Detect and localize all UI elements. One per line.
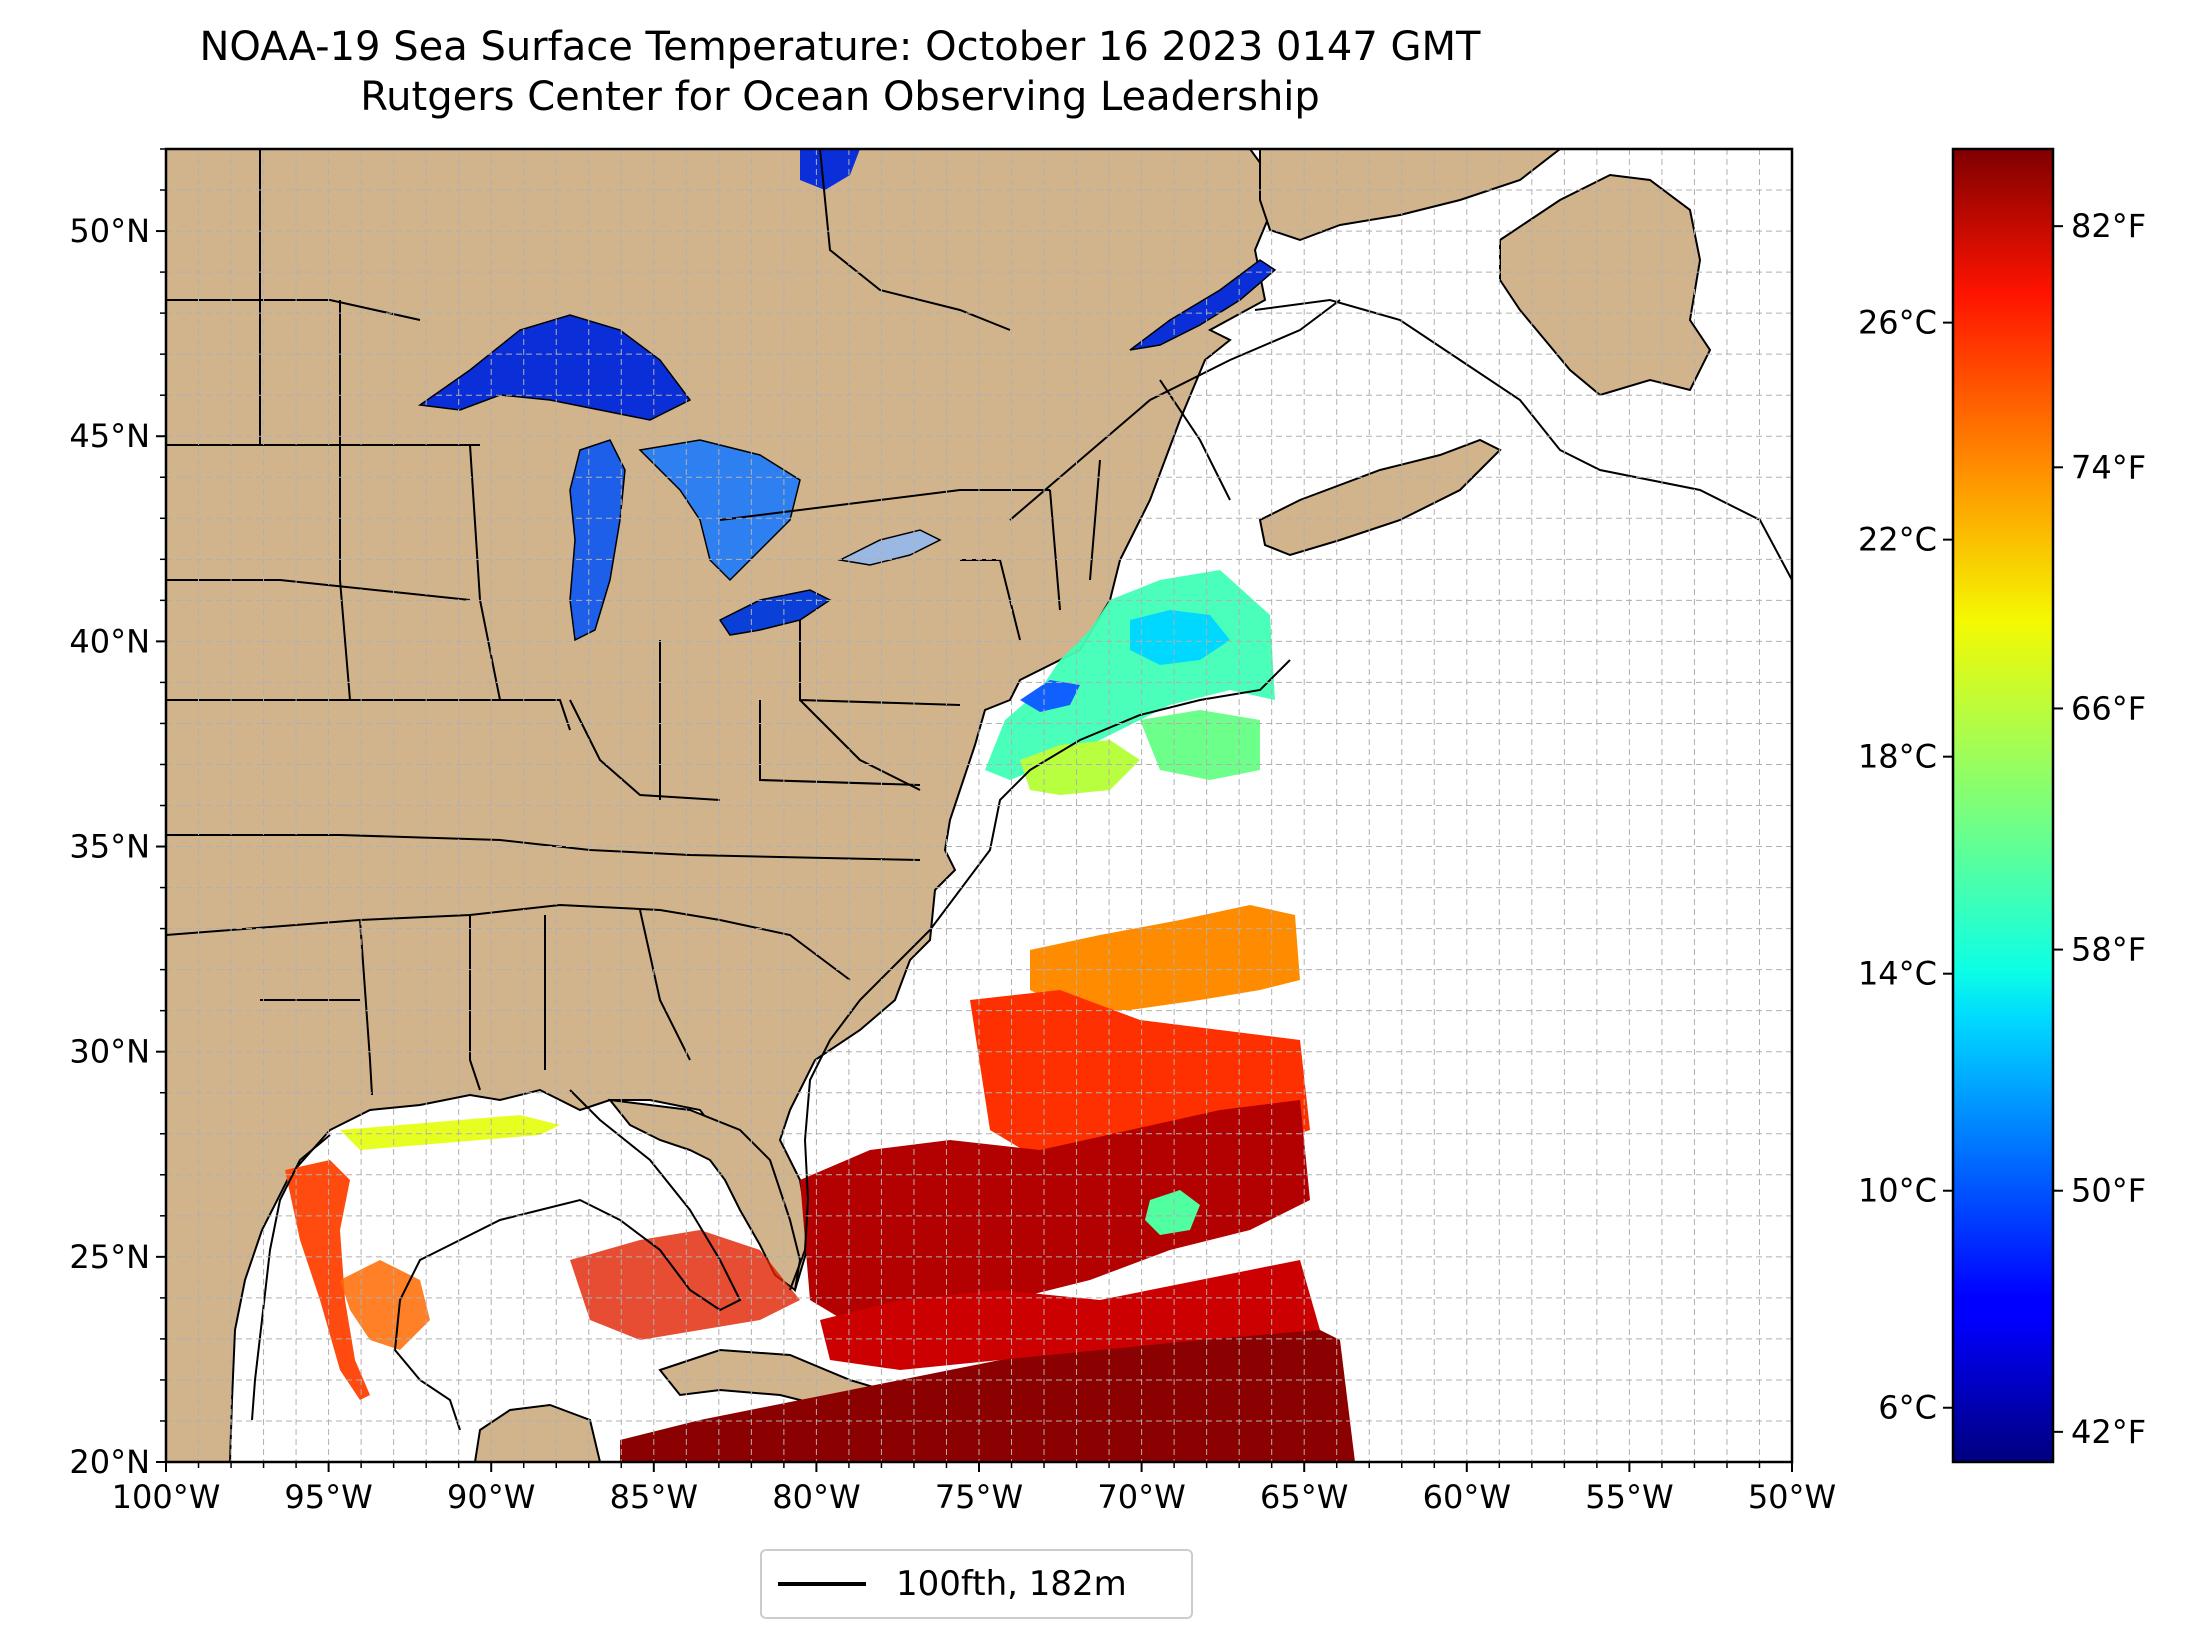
sst-patch-gulfstream-darkred [800,1100,1310,1330]
fahrenheit-tick-label: 42°F [2071,1413,2146,1451]
x-tick-label: 100°W [112,1478,221,1516]
y-tick-label: 40°N [69,622,150,660]
x-tick-label: 70°W [1097,1478,1185,1516]
x-tick-label: 95°W [284,1478,372,1516]
colorbar-gradient [1951,147,2055,1464]
colorbar-celsius-axis: 6°C 10°C 14°C 18°C 22°C 26°C [1858,304,1953,1427]
sst-patch-gulf-east-red [570,1230,800,1340]
y-tick-label: 35°N [69,828,150,866]
x-tick-label: 65°W [1260,1478,1348,1516]
y-tick-label: 30°N [69,1033,150,1071]
x-tick-label: 90°W [447,1478,535,1516]
celsius-tick-label: 22°C [1858,521,1937,559]
map-title: NOAA-19 Sea Surface Temperature: October… [0,22,1680,122]
y-tick-label: 25°N [69,1238,150,1276]
lake-huron [638,439,801,582]
lake-erie [718,589,832,636]
colorbar: 6°C 10°C 14°C 18°C 22°C 26°C 42°F 50°F 58°F 66°F… [1858,147,2146,1464]
x-tick-label: 50°W [1748,1478,1836,1516]
legend-isobath-swatch [778,1582,866,1586]
sst-patch-sargasso-green-cell [1145,1190,1200,1235]
celsius-tick-label: 26°C [1858,304,1937,342]
title-line-1: NOAA-19 Sea Surface Temperature: October… [199,24,1481,70]
latitude-axis: 20°N 25°N 30°N 35°N 40°N 45°N 50°N [69,148,166,1481]
state-borders [166,149,1341,1096]
sst-patch-sargasso-orange [1030,905,1300,1010]
isobath-100fth [251,298,1792,1431]
celsius-tick-label: 6°C [1878,1389,1937,1427]
legend-label: 100fth, 182m [896,1564,1127,1604]
colorbar-fahrenheit-axis: 42°F 50°F 58°F 66°F 74°F 82°F [2053,207,2146,1451]
sst-patch-gulf-west-red [285,1160,370,1400]
sst-patch-nj-shelf [1020,680,1080,712]
x-tick-label: 75°W [935,1478,1023,1516]
x-tick-label: 80°W [772,1478,860,1516]
land-quebec-north [1259,149,1562,242]
land-newfoundland [1499,173,1712,397]
x-tick-label: 55°W [1585,1478,1673,1516]
fahrenheit-tick-label: 58°F [2071,931,2146,969]
fahrenheit-tick-label: 66°F [2071,689,2146,727]
sst-patch-gulf-north-yellow [340,1115,560,1150]
lake-michigan [569,439,626,642]
sst-patch-caribbean-darkred [620,1320,1355,1462]
hudson-bay-fragment [800,149,860,190]
sst-data [285,570,1355,1462]
sst-patch-gulf-of-maine-cyan [1130,610,1230,665]
sst-patch-gulf-central-mixed [340,1260,430,1350]
x-tick-label: 60°W [1423,1478,1511,1516]
land-yucatan [473,1403,602,1462]
y-tick-label: 20°N [69,1443,150,1481]
y-tick-label: 50°N [69,212,150,250]
celsius-tick-label: 10°C [1858,1172,1937,1210]
sst-patch-shelf-yellowgreen [1020,740,1140,795]
celsius-tick-label: 18°C [1858,738,1937,776]
longitude-axis: 100°W 95°W 90°W 85°W 80°W 75°W 70°W 65°W 60°W 55°… [112,1462,1836,1516]
x-tick-label: 85°W [610,1478,698,1516]
fahrenheit-tick-label: 74°F [2071,448,2146,486]
sst-patch-shelf-green [1140,710,1260,780]
fahrenheit-tick-label: 82°F [2071,207,2146,245]
land-nova-scotia [1258,438,1502,557]
map-legend: 100fth, 182m [760,1549,1193,1619]
celsius-tick-label: 14°C [1858,955,1937,993]
lake-ontario [837,529,942,566]
fahrenheit-tick-label: 50°F [2071,1172,2146,1210]
title-line-2: Rutgers Center for Ocean Observing Leade… [360,74,1320,120]
sst-patch-bahamas-red [820,1260,1320,1370]
y-tick-label: 45°N [69,417,150,455]
